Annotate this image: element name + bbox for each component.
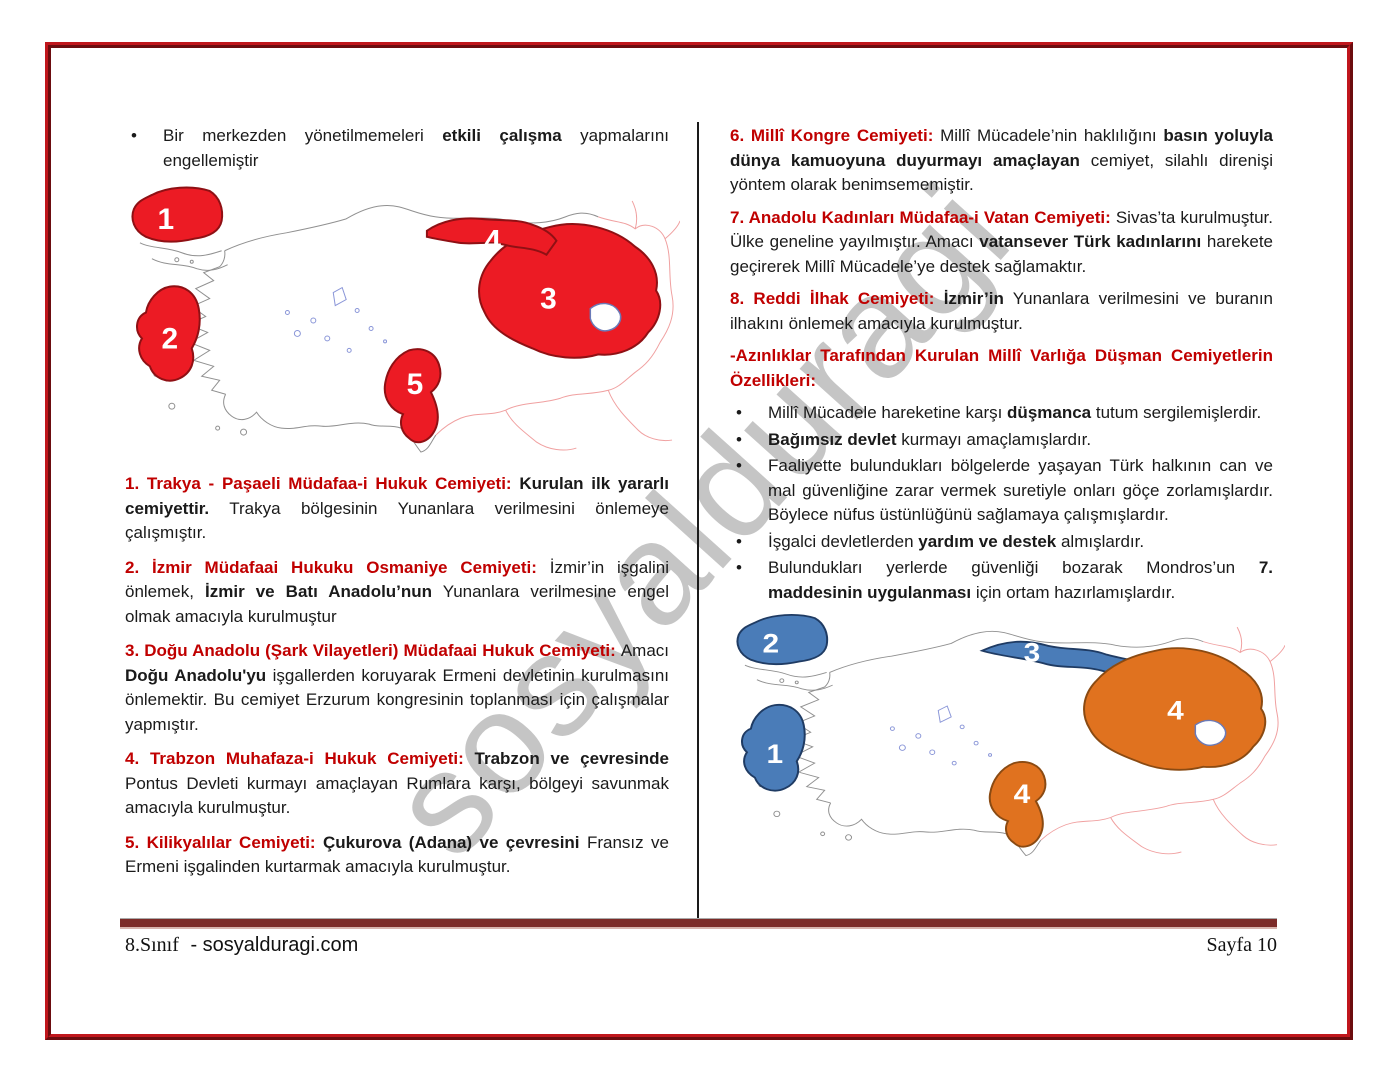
left-column: • Bir merkezden yönetilmemeleri etkili ç… (125, 124, 680, 890)
paragraph-milli-kongre: 6. Millî Kongre Cemiyeti: Millî Mücadele… (730, 126, 1274, 194)
paragraph-kilikyalilar: 5. Kilikyalılar Cemiyeti: Çukurova (Adan… (125, 832, 669, 877)
map2-label-thrace: 2 (763, 629, 780, 659)
footer-site: - sosyalduragi.com (190, 934, 359, 956)
bullet-icon: • (736, 531, 742, 551)
bullet-icon: • (736, 558, 742, 577)
list-item: • Faaliyette bulundukları bölgelerde yaş… (730, 454, 1273, 528)
map1-label-2: 2 (162, 322, 179, 355)
page-border (45, 42, 1353, 1040)
map-dusman-cemiyetler: 2 1 3 4 4 (736, 613, 1285, 857)
list-item: • Bir merkezden yönetilmemeleri etkili ç… (125, 124, 669, 173)
paragraph-anadolu-kadinlari: 7. Anadolu Kadınları Müdafaa-i Vatan Cem… (730, 207, 1273, 276)
column-divider (697, 122, 699, 918)
map1-region-thrace (131, 186, 224, 243)
footer-left: 8.Sınıf - sosyalduragi.com (125, 934, 358, 957)
paragraph-trakya-pasaeli: 1. Trakya - Paşaeli Müdafaa-i Hukuk Cemi… (125, 474, 669, 542)
bullet-icon: • (131, 126, 137, 145)
list-item: • Bulundukları yerlerde güvenliği bozara… (730, 556, 1273, 605)
bullet-icon: • (736, 403, 742, 422)
map1-label-5: 5 (407, 368, 424, 401)
bullet-item-text: Bir merkezden yönetilmemeleri etkili çal… (163, 126, 669, 170)
map1-label-3: 3 (540, 283, 557, 316)
map2-label-south: 4 (1014, 779, 1031, 809)
map2-label-west: 1 (767, 739, 784, 769)
paragraph-reddi-ilhak: 8. Reddi İlhak Cemiyeti: İzmir’in Yunanl… (730, 289, 1274, 333)
map2-region-thrace (736, 613, 829, 666)
paragraph-dogu-anadolu: 3. Doğu Anadolu (Şark Vilayetleri) Müdaf… (125, 641, 670, 734)
section-header-dusman-cemiyetler: -Azınlıklar Tarafından Kurulan Millî Var… (730, 346, 1273, 390)
paragraph-izmir-mudafaai: 2. İzmir Müdafaai Hukuku Osmaniye Cemiye… (125, 557, 669, 626)
map-yararli-cemiyetler: 1 2 3 4 5 (131, 186, 680, 453)
list-item: • İşgalci devletlerden yardım ve destek … (730, 530, 1273, 555)
bullet-icon: • (736, 429, 742, 449)
map2-label-strip: 3 (1024, 638, 1041, 668)
bullet-icon: • (736, 456, 742, 475)
list-item: • Bağımsız devlet kurmayı amaçlamışlardı… (730, 428, 1273, 453)
list-item: • Millî Mücadele hareketine karşı düşman… (730, 401, 1273, 426)
map1-label-1: 1 (158, 203, 175, 236)
paragraph-trabzon: 4. Trabzon Muhafaza-i Hukuk Cemiyeti: Tr… (125, 749, 669, 817)
bullet-list: • Millî Mücadele hareketine karşı düşman… (730, 401, 1273, 605)
map2-label-east: 4 (1167, 696, 1184, 726)
footer-page-number: Sayfa 10 (1206, 934, 1277, 956)
map1-label-4: 4 (484, 225, 501, 258)
footer-grade: 8.Sınıf (125, 934, 179, 956)
right-column: 6. Millî Kongre Cemiyeti: Millî Mücadele… (730, 124, 1285, 861)
footer-divider-bar (120, 918, 1277, 929)
